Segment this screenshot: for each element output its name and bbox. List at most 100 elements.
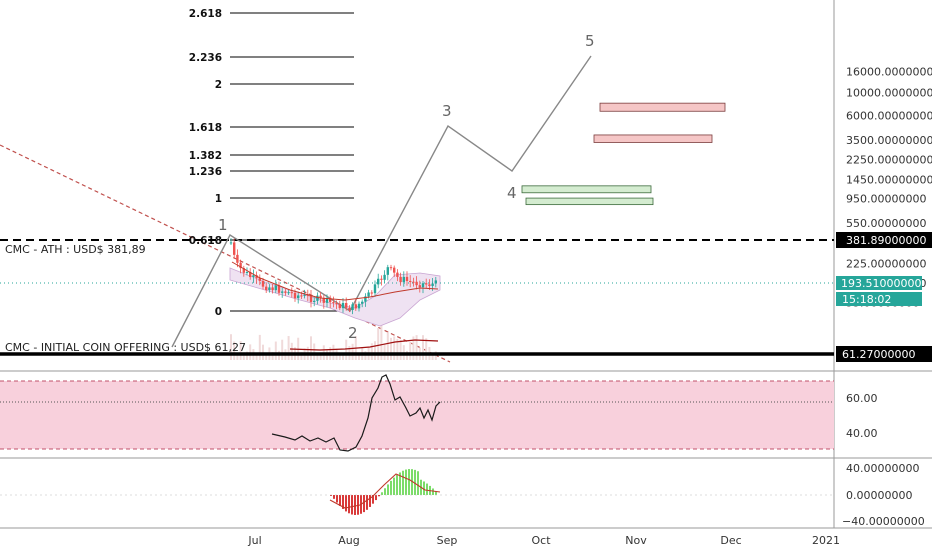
volume-bar — [380, 325, 383, 360]
price-tick-label: 550.00000000 — [846, 217, 926, 230]
time-tick-label: Nov — [625, 534, 647, 547]
ico-price-badge — [836, 346, 932, 362]
candle-body — [261, 280, 265, 287]
volume-bar — [230, 334, 232, 360]
macd-bar — [387, 484, 389, 495]
volume-bar — [399, 339, 402, 360]
candle-body — [313, 300, 316, 302]
descending-trendline[interactable] — [0, 144, 451, 363]
macd-bar — [423, 481, 425, 495]
volume-bar — [422, 335, 424, 360]
candle-body — [431, 283, 434, 287]
volume-bar — [390, 337, 392, 360]
volume-bar — [377, 327, 380, 360]
time-tick-label: Dec — [720, 534, 741, 547]
candle-body — [329, 297, 332, 303]
macd-tick-neg40: −40.00000000 — [842, 515, 925, 528]
macd-tick-0: 0.00000000 — [846, 489, 912, 502]
support-zone[interactable] — [521, 185, 652, 194]
candle-body — [377, 278, 380, 285]
time-axis[interactable]: Jul Aug Sep Oct Nov Dec 2021 — [247, 534, 840, 547]
rsi-tick-60: 60.00 — [846, 392, 878, 405]
volume-bar — [409, 342, 412, 360]
countdown-text: 15:18:02 — [842, 293, 891, 306]
support-zone[interactable] — [525, 197, 654, 206]
price-tick-label: 16000.00000000 — [846, 65, 932, 78]
candle-body — [322, 297, 325, 303]
candle-body — [361, 301, 364, 304]
candlesticks[interactable] — [229, 238, 437, 315]
candle-body — [316, 295, 319, 301]
macd-bar — [375, 495, 377, 501]
ico-label: CMC - INITIAL COIN OFFERING : USD$ 61,27 — [5, 341, 246, 354]
bollinger-band — [229, 267, 441, 327]
ath-label: CMC - ATH : USD$ 381,89 — [5, 243, 146, 256]
volume-bar — [271, 351, 274, 360]
price-tick-label: 10000.00000000 — [846, 87, 932, 100]
volume-bar — [313, 343, 316, 360]
candle-body — [412, 281, 415, 283]
macd-bar — [432, 488, 434, 495]
volume-bar — [239, 341, 242, 360]
price-tick-label: 1450.00000000 — [846, 174, 932, 187]
price-axis[interactable]: 16000.00000000 10000.00000000 6000.0000000… — [846, 65, 932, 309]
time-tick-label: Aug — [338, 534, 359, 547]
macd-bar — [345, 495, 347, 512]
candle-body — [351, 304, 354, 310]
resistance-zone[interactable] — [599, 102, 726, 112]
rsi-band — [0, 381, 834, 449]
candle-body — [373, 284, 377, 294]
fib-label: 0 — [215, 306, 222, 318]
wave-labels: 1 2 3 4 5 — [218, 32, 595, 342]
price-tick-label: 2250.00000000 — [846, 154, 932, 167]
macd-bar — [396, 474, 398, 495]
candle-body — [348, 307, 351, 310]
candle-body — [380, 278, 383, 280]
volume-bar — [351, 343, 354, 360]
candle-body — [367, 292, 370, 297]
candle-body — [409, 280, 412, 282]
ath-price-text: 381.89000000 — [846, 234, 926, 247]
macd-bar — [390, 480, 392, 495]
candle-body — [229, 242, 233, 244]
time-tick-label: 2021 — [812, 534, 840, 547]
fib-label: 2.618 — [189, 8, 222, 20]
volume-bar — [386, 332, 389, 360]
candle-body — [421, 283, 425, 288]
ico-price-text: 61.27000000 — [842, 348, 915, 361]
volume-bar — [255, 355, 258, 360]
macd-histogram — [330, 469, 437, 515]
macd-tick-40: 40.00000000 — [846, 462, 919, 475]
volume-bar — [345, 339, 348, 360]
volume-bar — [319, 352, 322, 360]
time-tick-label: Jul — [247, 534, 261, 547]
current-price-text: 193.51000000 — [841, 277, 921, 290]
candle-body — [354, 304, 357, 309]
candle-body — [287, 292, 290, 294]
fib-label: 1 — [215, 193, 222, 205]
candle-body — [370, 292, 373, 294]
countdown-badge — [836, 292, 922, 306]
macd-bar — [408, 469, 410, 495]
macd-bar — [414, 469, 416, 495]
candle-body — [242, 268, 245, 273]
candle-body — [303, 294, 306, 296]
macd-bar — [336, 495, 338, 503]
fib-label: 2 — [215, 79, 222, 91]
volume-bar — [393, 336, 396, 360]
price-tick-label: 6000.00000000 — [846, 110, 932, 123]
current-price-badge — [836, 276, 922, 290]
macd-bar — [351, 495, 353, 515]
candle-body — [357, 303, 361, 309]
elliott-wave-path[interactable] — [171, 55, 592, 348]
candle-body — [341, 302, 345, 309]
candle-body — [290, 292, 293, 294]
resistance-zone[interactable] — [593, 134, 713, 143]
macd-bar — [369, 495, 371, 507]
candle-body — [239, 262, 242, 269]
fib-label: 1.236 — [189, 166, 222, 178]
target-zones[interactable] — [521, 102, 726, 206]
candle-body — [418, 285, 421, 288]
